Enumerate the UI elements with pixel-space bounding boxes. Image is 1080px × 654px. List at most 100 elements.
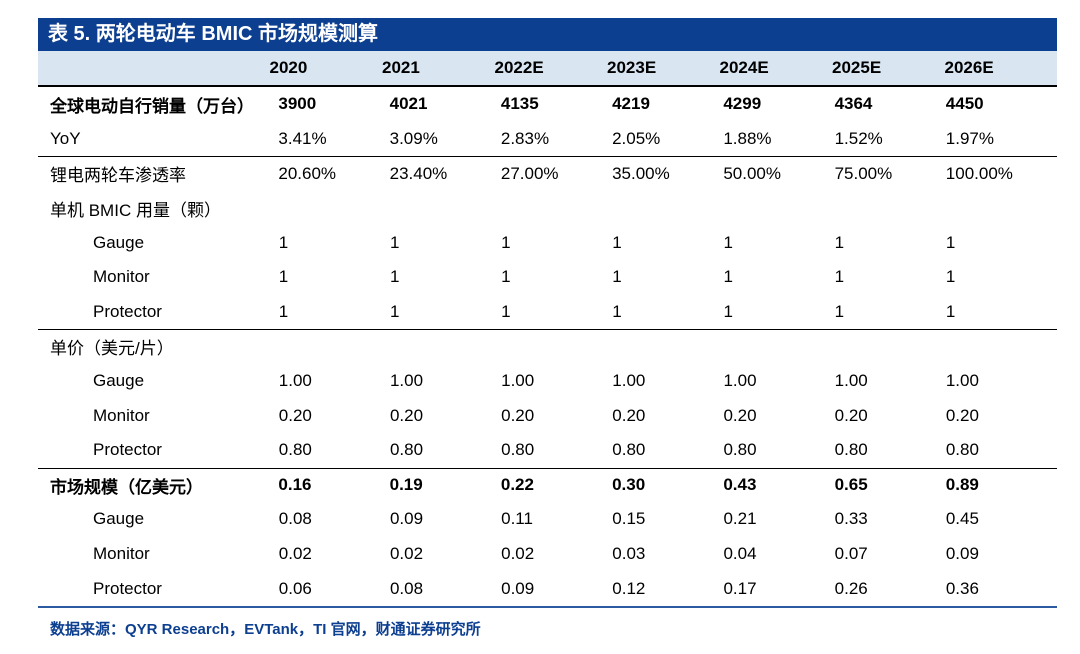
- table-cell: 1.88%: [723, 128, 772, 148]
- table-cell: 4219: [612, 94, 650, 114]
- table-cell: 0.16: [278, 475, 312, 495]
- table-cell: 0.80: [834, 440, 868, 460]
- source-note: 数据来源：QYR Research，EVTank，TI 官网，财通证券研究所: [38, 606, 1057, 639]
- table-cell: 0.80: [389, 440, 424, 460]
- header-year-cell: 2024E: [719, 58, 769, 77]
- table-cell: 1.00: [834, 371, 868, 391]
- table-cell: 0.20: [278, 405, 312, 425]
- table-cell: 50.00%: [723, 163, 781, 183]
- table-row: Protector 0.80 0.80 0.80 0.80 0.80 0.80 0.80: [38, 433, 1057, 468]
- row-label: 市场规模（亿美元）: [50, 477, 203, 497]
- table-row: 单价（美元/片）: [38, 329, 1057, 364]
- table-cell: 0.19: [389, 475, 423, 495]
- table-cell: 0.17: [723, 578, 757, 598]
- table-cell: 0.08: [389, 578, 424, 598]
- table-cell: 1.00: [612, 371, 646, 391]
- row-label: 单价（美元/片）: [50, 339, 174, 359]
- table-cell: 1: [945, 301, 956, 321]
- table-cell: 0.43: [723, 475, 757, 495]
- table-row: Monitor 0.20 0.20 0.20 0.20 0.20 0.20 0.20: [38, 398, 1057, 433]
- header-year-cell: 2021: [382, 58, 420, 77]
- table-cell: 1: [834, 267, 845, 287]
- header-year-cell: 2020: [269, 58, 308, 77]
- table-row: Gauge 1 1 1 1 1 1 1: [38, 225, 1057, 260]
- header-year-cell: 2026E: [944, 58, 994, 77]
- table-cell: 0.02: [501, 544, 535, 564]
- table-cell: 0.65: [834, 475, 868, 495]
- table-row: Monitor 0.02 0.02 0.02 0.03 0.04 0.07 0.09: [38, 537, 1057, 572]
- table-cell: 0.06: [278, 578, 312, 598]
- table-cell: 27.00%: [500, 163, 559, 183]
- table-row: 锂电两轮车渗透率 20.60% 23.40% 27.00% 35.00% 50.00% 75…: [38, 156, 1057, 191]
- table-cell: 0.09: [945, 544, 979, 564]
- table-cell: 0.09: [501, 578, 535, 598]
- table-cell: 1: [389, 232, 400, 252]
- table-cell: 1: [501, 232, 511, 252]
- table-row: Monitor 1 1 1 1 1 1 1: [38, 260, 1057, 295]
- table-cell: 1: [278, 301, 289, 321]
- table-row: Protector 0.06 0.08 0.09 0.12 0.17 0.26 0.36: [38, 571, 1057, 606]
- row-label: 锂电两轮车渗透率: [50, 166, 186, 186]
- table-cell: 2.83%: [500, 128, 550, 148]
- table-cell: 0.80: [945, 440, 979, 460]
- table-cell: 0.15: [612, 509, 646, 529]
- row-label: Gauge: [93, 371, 145, 391]
- table-cell: 1: [389, 267, 400, 287]
- table-cell: 0.02: [278, 544, 312, 564]
- table-body: 全球电动自行销量（万台） 3900 4021 4135 4219 4299 4364 4450…: [38, 87, 1057, 606]
- table-cell: 0.20: [389, 405, 424, 425]
- row-label: Monitor: [93, 405, 150, 425]
- table-cell: 0.30: [612, 475, 646, 495]
- table-cell: 0.36: [945, 578, 979, 598]
- header-year-cell: 2025E: [832, 58, 882, 77]
- row-label: 全球电动自行销量（万台）: [50, 96, 254, 116]
- table-cell: 1.97%: [945, 128, 994, 148]
- table-cell: 1: [612, 267, 622, 287]
- row-label: 单机 BMIC 用量（颗）: [50, 200, 221, 220]
- row-label: Gauge: [93, 232, 145, 252]
- table-cell: 1: [389, 301, 400, 321]
- table-cell: 1: [612, 232, 622, 252]
- table-cell: 1.00: [945, 371, 979, 391]
- table-cell: 1: [278, 232, 289, 252]
- table-cell: 0.03: [612, 544, 646, 564]
- table-cell: 1: [723, 232, 733, 252]
- table-cell: 1.00: [723, 371, 757, 391]
- table-cell: 1.00: [389, 371, 424, 391]
- table-cell: 1: [834, 232, 845, 252]
- row-label: YoY: [50, 128, 81, 148]
- table-cell: 0.21: [723, 509, 757, 529]
- row-label: Monitor: [93, 267, 150, 287]
- table-row: 市场规模（亿美元） 0.16 0.19 0.22 0.30 0.43 0.65 0.89: [38, 467, 1057, 503]
- table-cell: 0.80: [501, 440, 535, 460]
- table-cell: 4135: [500, 94, 539, 114]
- table-cell: 1: [945, 267, 956, 287]
- table-cell: 0.20: [945, 405, 979, 425]
- table-cell: 0.80: [278, 440, 312, 460]
- table-cell: 1: [612, 301, 622, 321]
- table-cell: 0.02: [389, 544, 424, 564]
- table-cell: 0.09: [389, 509, 424, 529]
- table-cell: 0.11: [501, 509, 533, 529]
- table-cell: 1: [501, 267, 511, 287]
- table-cell: 4021: [389, 94, 428, 114]
- table-cell: 0.80: [723, 440, 757, 460]
- table-cell: 0.08: [278, 509, 312, 529]
- table-cell: 1: [278, 267, 289, 287]
- table-cell: 100.00%: [945, 163, 1013, 183]
- table-cell: 4450: [945, 94, 984, 114]
- row-label: Gauge: [93, 509, 145, 529]
- table-cell: 23.40%: [389, 163, 448, 183]
- table-cell: 0.22: [500, 475, 534, 495]
- table-row: Protector 1 1 1 1 1 1 1: [38, 295, 1057, 330]
- table-cell: 0.45: [945, 509, 979, 529]
- table-cell: 1: [723, 267, 733, 287]
- row-label: Protector: [93, 578, 162, 598]
- table-cell: 0.20: [723, 405, 757, 425]
- table-row: 全球电动自行销量（万台） 3900 4021 4135 4219 4299 4364 4450: [38, 87, 1057, 122]
- table-header-row: 2020 2021 2022E 2023E 2024E 2025E 2026E: [38, 51, 1057, 87]
- table-cell: 4364: [834, 94, 873, 114]
- table-cell: 20.60%: [278, 163, 337, 183]
- table-row: YoY 3.41% 3.09% 2.83% 2.05% 1.88% 1.52% 1.97%: [38, 122, 1057, 157]
- table-cell: 0.33: [834, 509, 868, 529]
